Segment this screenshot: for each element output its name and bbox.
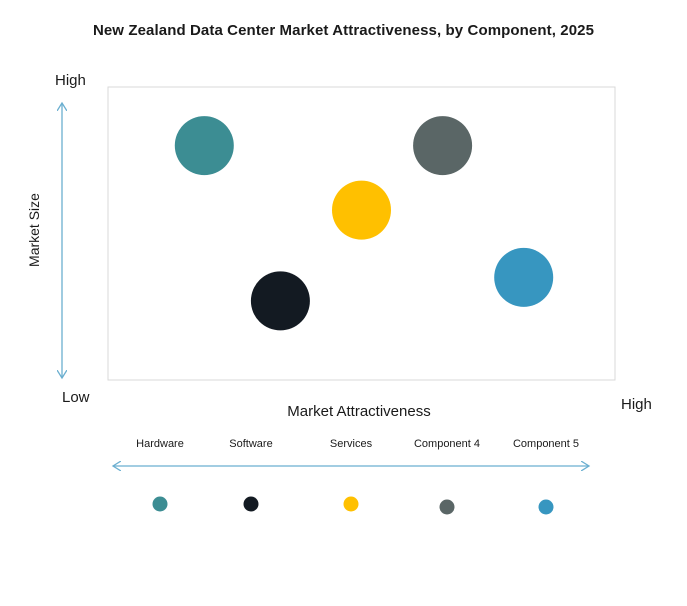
legend-marker-software [243, 496, 259, 512]
legend-label-software: Software [229, 438, 273, 450]
legend-marker-hardware [152, 496, 168, 512]
bubble-services [332, 180, 391, 240]
legend-label-hardware: Hardware [136, 438, 184, 450]
legend-label-component-5: Component 5 [512, 438, 580, 450]
legend-label-component-4: Component 4 [413, 438, 481, 450]
bubble-component-4 [413, 116, 473, 176]
legend-markers [152, 496, 554, 515]
legend-marker-component-5 [538, 499, 554, 515]
y-axis-low-label: Low [62, 389, 90, 406]
bubble-hardware [174, 116, 234, 176]
data-points [174, 116, 554, 331]
bubble-software [250, 271, 310, 331]
legend-marker-component-4 [439, 499, 455, 515]
chart-title: New Zealand Data Center Market Attractiv… [92, 22, 595, 39]
y-axis-high-label: High [55, 72, 86, 89]
bubble-component-5 [494, 247, 554, 307]
legend-marker-services [343, 496, 359, 512]
x-axis-label: Market Attractiveness [287, 403, 431, 420]
legend-label-services: Services [329, 438, 373, 450]
x-axis-high-label: High [621, 396, 652, 413]
